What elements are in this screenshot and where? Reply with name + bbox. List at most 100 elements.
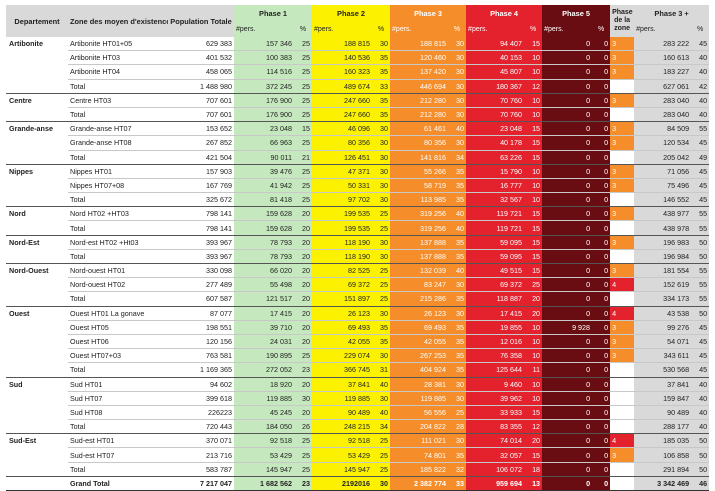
header-departement: Departement [6, 5, 68, 37]
phase5-pct-cell: 0 [592, 164, 611, 179]
phase3plus-cell: 291 894 [634, 462, 692, 477]
phase1-cell: 39 476 [234, 164, 294, 179]
phase1-cell: 18 920 [234, 377, 294, 392]
phase4-cell: 40 153 [466, 50, 525, 66]
phase2-pct-cell: 25 [372, 447, 391, 463]
phase5-cell: 0 [542, 377, 593, 392]
phase-zone-cell [610, 405, 635, 421]
phase2-cell: 247 660 [312, 107, 373, 123]
phase3plus-pct-cell: 45 [691, 164, 710, 179]
phase2-pct-cell: 30 [372, 306, 391, 321]
table-row: Nord-ouest HT02 277 489 55 498 20 69 372 25 83… [6, 277, 710, 293]
phase1-cell: 159 628 [234, 206, 294, 222]
table-row: Ouest Ouest HT01 La gonave 87 077 17 415 20 2… [6, 306, 710, 378]
phase4-cell: 16 777 [466, 178, 525, 194]
phase4-pct-cell: 15 [524, 135, 543, 151]
phase5-pct-cell: 0 [592, 249, 611, 265]
population-cell: 153 652 [168, 121, 234, 137]
header-phase1: Phase 1 [234, 5, 313, 22]
phase3plus-pct-cell: 40 [691, 50, 710, 66]
phase3plus-pct-cell: 40 [691, 377, 710, 392]
phase3-pct-cell: 30 [448, 377, 467, 392]
phase3plus-pct-cell: 45 [691, 192, 710, 208]
phase3-pct-cell: 35 [448, 178, 467, 194]
header-phase3plus: Phase 3 + [634, 5, 710, 22]
phase3plus-cell: 196 984 [634, 249, 692, 265]
phase1-pct-cell: 25 [294, 64, 313, 80]
population-cell: 458 065 [168, 64, 234, 80]
phase3-pct-cell: 25 [448, 405, 467, 421]
total-row: Total 720 443 184 050 26 248 215 34 204 822 28 8… [6, 419, 710, 435]
phase2-pct-cell: 35 [372, 320, 391, 335]
phase4-cell: 125 644 [466, 362, 525, 378]
phase5-pct-cell: 0 [592, 79, 611, 94]
phase3plus-pct-cell: 40 [691, 64, 710, 80]
phase4-cell: 94 407 [466, 37, 525, 52]
phase3-cell: 212 280 [390, 107, 449, 123]
phase3plus-cell: 196 983 [634, 235, 692, 250]
phase2-cell: 46 096 [312, 121, 373, 137]
phase1-cell: 55 498 [234, 277, 294, 293]
table-row: Ouest HT05 198 551 39 710 20 69 493 35 69 493 3… [6, 320, 710, 335]
phase1-pct-cell: 26 [294, 419, 313, 435]
departement-cell: Sud-Est [6, 433, 68, 477]
phase3-pct-cell: 35 [448, 334, 467, 350]
phase4-pct-cell: 15 [524, 235, 543, 250]
phase2-pct-cell: 30 [372, 348, 391, 364]
phase4-pct-cell: 15 [524, 405, 543, 421]
phase4-pct-cell: 15 [524, 206, 543, 222]
phase4-cell: 76 358 [466, 348, 525, 364]
phase2-cell: 489 674 [312, 79, 373, 94]
phase-zone-cell [610, 362, 635, 378]
phase2-cell: 53 429 [312, 447, 373, 463]
phase3-pct-cell: 40 [448, 263, 467, 279]
phase3-cell: 132 039 [390, 263, 449, 279]
phase2-pct-cell: 25 [372, 220, 391, 236]
phase3-pct-cell: 35 [448, 348, 467, 364]
phase1-cell: 92 518 [234, 433, 294, 449]
phase3-cell: 446 694 [390, 79, 449, 94]
zone-cell: Ouest HT05 [68, 320, 168, 335]
phase3-cell: 215 286 [390, 291, 449, 307]
phase-zone-cell [610, 419, 635, 435]
zone-cell: Nippes HT01 [68, 164, 168, 179]
phase3-cell: 212 280 [390, 93, 449, 108]
phase1-pct-cell: 20 [294, 206, 313, 222]
phase1-pct-cell: 25 [294, 93, 313, 108]
phase3-pct-cell: 30 [448, 79, 467, 94]
phase3-pct-cell: 40 [448, 121, 467, 137]
population-cell: 707 601 [168, 107, 234, 123]
phase2-pct-cell: 40 [372, 405, 391, 421]
phase3-pct-cell: 28 [448, 419, 467, 435]
departement-cell: Nord [6, 206, 68, 236]
phase5-cell: 0 [542, 107, 593, 123]
phase5-pct-cell: 0 [592, 192, 611, 208]
phase1-cell: 41 942 [234, 178, 294, 194]
phase5-pct-cell: 0 [592, 433, 611, 449]
phase5-pct-cell: 0 [592, 50, 611, 66]
phase4-pct-cell: 10 [524, 178, 543, 194]
phase3-cell: 83 247 [390, 277, 449, 293]
phase3plus-pct-cell: 40 [691, 107, 710, 123]
table-row: Artibonite HT03 401 532 100 383 25 140 536 35… [6, 50, 710, 66]
phase5-pct-cell: 0 [592, 206, 611, 222]
phase4-pct-cell: 20 [524, 433, 543, 449]
phase2-cell: 92 518 [312, 433, 373, 449]
phase3-pct-cell: 35 [448, 362, 467, 378]
phase5-cell: 0 [542, 178, 593, 194]
phase3plus-cell: 84 509 [634, 121, 692, 137]
table-row: Grande-anse HT08 267 852 66 963 25 80 356 30 8… [6, 135, 710, 151]
phase3-cell: 137 420 [390, 64, 449, 80]
phase5-cell: 0 [542, 220, 593, 236]
phase4-cell: 70 760 [466, 93, 525, 108]
grand-total-row: Grand Total 7 217 047 1 682 562 23 21920… [6, 475, 710, 491]
zone-cell: Total [68, 291, 168, 307]
phase3plus-pct-cell: 45 [691, 362, 710, 378]
phase-zone-cell: 3 [610, 135, 635, 151]
phase4-pct-cell: 10 [524, 377, 543, 392]
total-row: Total 393 967 78 793 20 118 190 30 137 888 35 59… [6, 249, 710, 265]
phase3-pct-cell: 35 [448, 320, 467, 335]
phase2-pct-cell: 34 [372, 419, 391, 435]
phase3plus-pct-cell: 45 [691, 348, 710, 364]
phase4-cell: 69 372 [466, 277, 525, 293]
